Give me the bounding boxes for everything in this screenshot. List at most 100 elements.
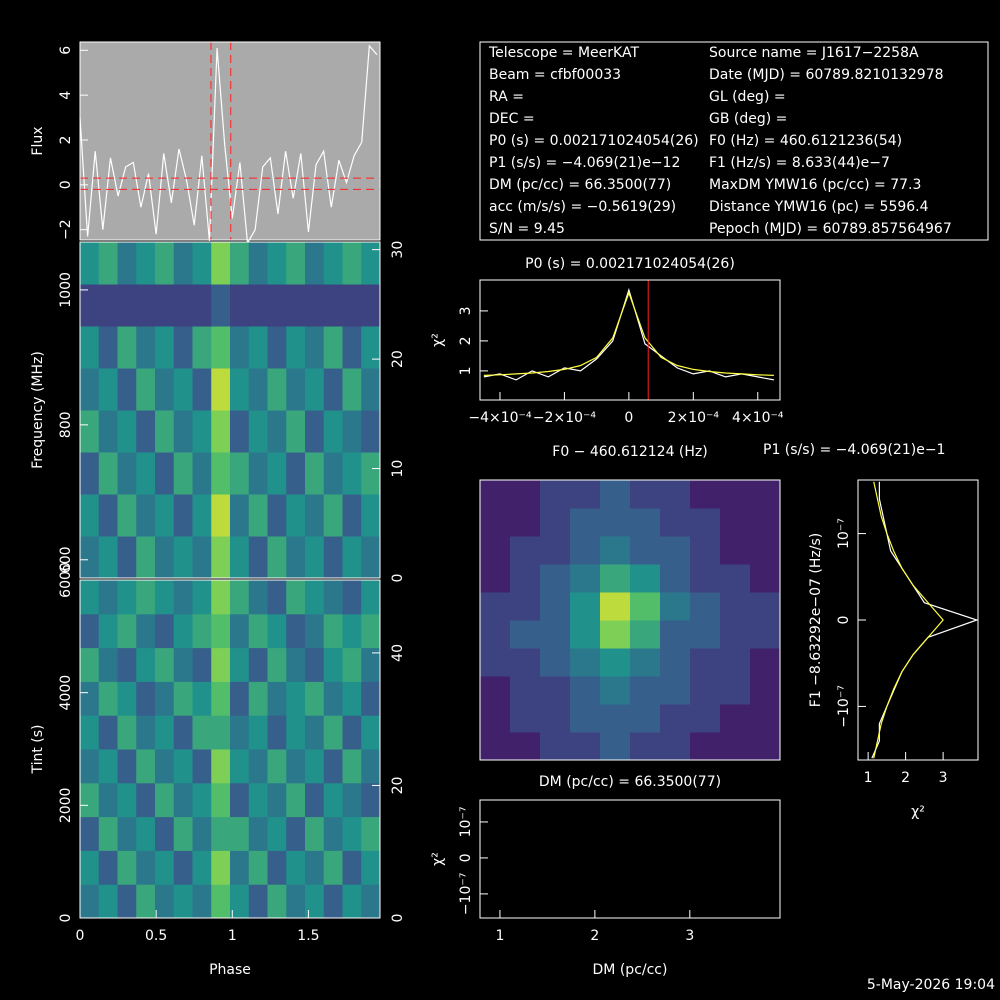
y-tick-label: 2000: [58, 788, 74, 824]
heatmap-cell: [192, 536, 212, 579]
y-tick-label: 800: [58, 411, 74, 438]
y-tick-label: 2: [58, 136, 74, 145]
heatmap-cell: [305, 580, 325, 615]
heatmap-cell: [361, 368, 381, 411]
x-axis-label: Phase: [209, 962, 251, 978]
heatmap-cell: [540, 704, 571, 733]
heatmap-cell: [660, 564, 691, 593]
heatmap-cell: [540, 536, 571, 565]
heatmap-cell: [80, 613, 100, 649]
heatmap-cell: [155, 410, 175, 453]
heatmap-cell: [600, 536, 631, 565]
heatmap-cell: [305, 715, 325, 750]
plot-frame: [79, 579, 381, 919]
heatmap-cell: [98, 782, 118, 818]
plot-frame: [79, 41, 381, 241]
y-tick-label: −2: [58, 219, 74, 240]
heatmap-cell: [540, 620, 571, 649]
heatmap-cell: [510, 620, 541, 649]
heatmap-cell: [323, 452, 343, 495]
heatmap-cell: [98, 410, 118, 453]
heatmap-cell: [510, 564, 541, 593]
heatmap-cell: [342, 536, 362, 579]
x-tick-label: 2: [901, 770, 910, 786]
heatmap-cell: [248, 884, 268, 919]
heatmap-cell: [630, 704, 661, 733]
info-line: P0 (s) = 0.002171024054(26): [489, 133, 699, 149]
heatmap-cell: [230, 647, 250, 682]
heatmap-cell: [192, 410, 212, 453]
x-axis-label: χ²: [911, 804, 925, 820]
heatmap-cell: [286, 613, 306, 649]
heatmap-cell: [248, 410, 268, 453]
heatmap-cell: [342, 715, 362, 750]
heatmap-cell: [570, 620, 601, 649]
heatmap-cell: [540, 508, 571, 537]
heatmap-cell: [173, 681, 193, 716]
info-line: MaxDM YMW16 (pc/cc) = 77.3: [709, 177, 921, 193]
heatmap-cell: [248, 816, 268, 851]
heatmap-cell: [230, 410, 250, 453]
heatmap-cell: [342, 326, 362, 369]
heatmap-cell: [342, 613, 362, 649]
heatmap-cell: [305, 536, 325, 579]
heatmap-cell: [570, 564, 601, 593]
heatmap-cell: [342, 284, 362, 327]
heatmap-cell: [80, 368, 100, 411]
heatmap-cell: [305, 494, 325, 537]
plot-title: P0 (s) = 0.002171024054(26): [525, 256, 735, 272]
heatmap-cell: [173, 884, 193, 919]
heatmap-cell: [361, 580, 381, 615]
heatmap-cell: [117, 536, 137, 579]
heatmap-cell: [98, 715, 118, 750]
heatmap-cell: [136, 452, 156, 495]
heatmap-cell: [540, 480, 571, 509]
heatmap-cell: [192, 647, 212, 682]
heatmap-cell: [192, 494, 212, 537]
heatmap-cell: [117, 368, 137, 411]
heatmap-cell: [192, 782, 212, 818]
heatmap-cell: [117, 410, 137, 453]
heatmap-cell: [480, 676, 511, 705]
heatmap-cell: [155, 782, 175, 818]
y-axis-label: χ²: [430, 333, 446, 347]
timestamp: 5-May-2026 19:04: [867, 977, 995, 993]
heatmap-cell: [720, 564, 751, 593]
heatmap-cell: [630, 508, 661, 537]
heatmap-cell: [155, 749, 175, 784]
heatmap-cell: [323, 284, 343, 327]
y-tick-label: −10⁻⁷: [836, 685, 852, 728]
heatmap-cell: [230, 326, 250, 369]
heatmap-cell: [660, 536, 691, 565]
heatmap-cell: [230, 884, 250, 919]
heatmap-cell: [136, 580, 156, 615]
info-line: GB (deg) =: [709, 111, 787, 127]
info-line: P1 (s/s) = −4.069(21)e−12: [489, 155, 680, 171]
heatmap-cell: [267, 850, 287, 885]
heatmap-cell: [510, 732, 541, 761]
heatmap-cell: [211, 749, 231, 784]
x-tick-label: −4×10⁻⁴: [468, 410, 532, 426]
heatmap-cell: [323, 613, 343, 649]
heatmap-cell: [510, 704, 541, 733]
data-line: [483, 291, 774, 376]
heatmap-cell: [211, 884, 231, 919]
heatmap-cell: [600, 620, 631, 649]
info-line: acc (m/s/s) = −0.5619(29): [489, 199, 676, 215]
heatmap-cell: [510, 592, 541, 621]
x-tick-label: 1: [864, 770, 873, 786]
info-box: [479, 41, 989, 241]
heatmap-cell: [117, 326, 137, 369]
heatmap-cell: [80, 242, 100, 285]
heatmap-cell: [267, 782, 287, 818]
heatmap-cell: [230, 681, 250, 716]
heatmap-cell: [480, 732, 511, 761]
heatmap-cell: [480, 620, 511, 649]
heatmap-cell: [267, 816, 287, 851]
heatmap-cell: [570, 480, 601, 509]
y-axis-label: F1 −8.63292e−07 (Hz/s): [808, 533, 824, 707]
heatmap-cell: [361, 284, 381, 327]
heatmap-cell: [286, 816, 306, 851]
heatmap-cell: [600, 592, 631, 621]
